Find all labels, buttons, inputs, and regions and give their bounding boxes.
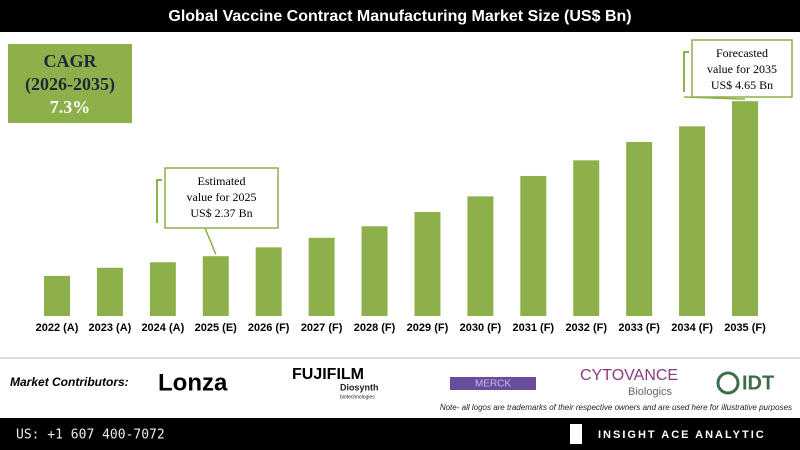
logo: Lonza (158, 369, 228, 396)
bar (149, 262, 176, 316)
cagr-value: 7.3% (50, 97, 91, 117)
x-tick-label: 2032 (F) (565, 322, 607, 334)
bar (414, 211, 441, 316)
x-tick-label: 2023 (A) (89, 322, 132, 334)
callout-text: US$ 4.65 Bn (711, 78, 773, 92)
bar (202, 256, 229, 316)
note: Note- all logos are trademarks of their … (440, 403, 792, 412)
x-tick-label: 2033 (F) (618, 322, 660, 334)
title-bar (0, 0, 800, 32)
bar (732, 101, 758, 316)
logo: biotechnologies (340, 394, 375, 400)
x-tick-label: 2030 (F) (460, 322, 502, 334)
x-tick-label: 2025 (E) (195, 322, 238, 334)
callout-text: Forecasted (716, 46, 768, 60)
brand-icon (570, 424, 582, 444)
contributors-label: Market Contributors: (10, 375, 129, 389)
logo: Diosynth (340, 382, 379, 392)
callout-connector (204, 227, 217, 255)
bar (467, 196, 494, 316)
logo: Biologics (628, 386, 673, 398)
bar (679, 126, 706, 316)
chart-title: Global Vaccine Contract Manufacturing Ma… (168, 8, 631, 25)
x-tick-label: 2035 (F) (724, 322, 766, 334)
bar (573, 160, 600, 316)
logo: CYTOVANCE (580, 367, 678, 384)
logo-icon (716, 371, 740, 395)
callout-text: value for 2035 (707, 62, 777, 76)
x-tick-label: 2031 (F) (513, 322, 555, 334)
logo: IDT (742, 372, 774, 394)
bar (308, 237, 335, 316)
footer-bar (0, 418, 800, 450)
bar (96, 267, 123, 316)
x-tick-label: 2034 (F) (671, 322, 713, 334)
cagr-box (8, 44, 132, 123)
logo-bg (450, 377, 536, 390)
callout-box (691, 39, 793, 98)
callout-connector (683, 96, 746, 100)
callout-bracket (683, 51, 689, 92)
callout-text: value for 2025 (187, 190, 257, 204)
x-tick-label: 2027 (F) (301, 322, 343, 334)
x-tick-label: 2024 (A) (141, 322, 184, 334)
footer-phone: US: +1 607 400-7072 (16, 428, 165, 443)
bar (361, 226, 388, 316)
bar (255, 247, 282, 316)
cagr-period: (2026-2035) (25, 74, 115, 95)
bar (626, 141, 653, 316)
footer-brand: INSIGHT ACE ANALYTIC (598, 429, 766, 441)
callout-box (164, 167, 279, 229)
bar (44, 275, 70, 316)
cagr-label: CAGR (44, 51, 98, 71)
callout-text: Estimated (198, 174, 246, 188)
callout-text: US$ 2.37 Bn (190, 206, 252, 220)
logo: FUJIFILM (292, 366, 364, 383)
x-tick-label: 2029 (F) (407, 322, 449, 334)
callout-bracket (156, 179, 162, 223)
x-tick-label: 2028 (F) (354, 322, 396, 334)
x-tick-label: 2022 (A) (36, 322, 79, 334)
logo: MERCK (475, 379, 511, 390)
x-tick-label: 2026 (F) (248, 322, 290, 334)
bar (520, 175, 547, 316)
